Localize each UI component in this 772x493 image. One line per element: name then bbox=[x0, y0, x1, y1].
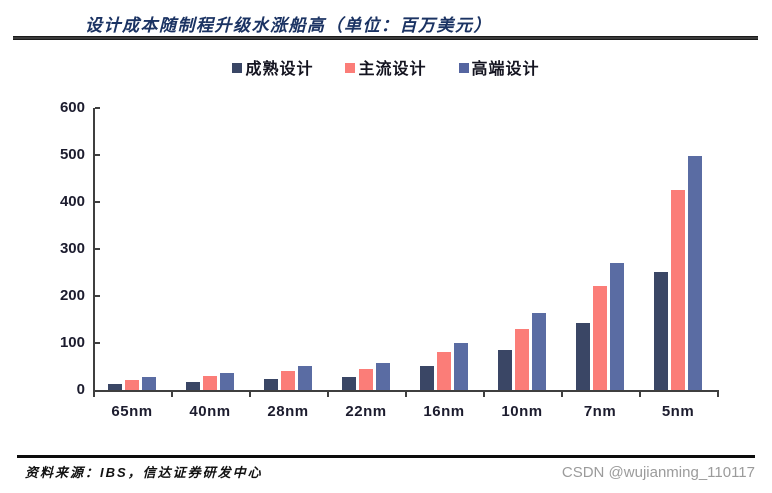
y-axis-line bbox=[93, 108, 95, 392]
x-axis-tick bbox=[717, 392, 719, 397]
x-axis-label-7nm: 7nm bbox=[583, 403, 617, 420]
bar-22nm-mainstream bbox=[359, 369, 373, 390]
x-axis-tick bbox=[483, 392, 485, 397]
y-axis-tick-label: 0 bbox=[76, 381, 85, 398]
y-axis-tick-label: 300 bbox=[59, 240, 85, 257]
bar-5nm-mainstream bbox=[671, 190, 685, 390]
title-underline bbox=[13, 36, 758, 40]
bar-22nm-mature bbox=[342, 377, 356, 390]
x-axis-tick bbox=[327, 392, 329, 397]
y-axis-tick bbox=[95, 295, 100, 297]
x-axis-line bbox=[93, 390, 719, 392]
bar-5nm-mature bbox=[654, 272, 668, 390]
bar-65nm-highend bbox=[142, 377, 156, 390]
data-source-note: 资料来源：IBS，信达证券研发中心 bbox=[25, 465, 263, 480]
bar-22nm-highend bbox=[376, 363, 390, 390]
bar-40nm-mainstream bbox=[203, 376, 217, 390]
bar-16nm-mature bbox=[420, 366, 434, 390]
y-axis-tick bbox=[95, 342, 100, 344]
bar-28nm-mainstream bbox=[281, 371, 295, 390]
bar-28nm-highend bbox=[298, 366, 312, 390]
x-axis-label-5nm: 5nm bbox=[661, 403, 695, 420]
bar-10nm-mature bbox=[498, 350, 512, 390]
x-axis-label-16nm: 16nm bbox=[423, 403, 465, 420]
chart-title: 设计成本随制程升级水涨船高（单位：百万美元） bbox=[85, 16, 492, 35]
legend-swatch-mature bbox=[232, 63, 243, 73]
csdn-watermark: CSDN @wujianming_110117 bbox=[561, 464, 755, 481]
footer-rule bbox=[17, 455, 755, 458]
y-axis-tick bbox=[95, 107, 100, 109]
y-axis-tick bbox=[95, 248, 100, 250]
x-axis-tick bbox=[561, 392, 563, 397]
bar-65nm-mature bbox=[108, 384, 122, 390]
bar-5nm-highend bbox=[688, 156, 702, 390]
legend-item-mature: 成熟设计 bbox=[232, 61, 313, 79]
y-axis-tick-label: 400 bbox=[59, 193, 85, 210]
bar-65nm-mainstream bbox=[125, 380, 139, 390]
x-axis-label-65nm: 65nm bbox=[111, 403, 153, 420]
y-axis-tick-label: 600 bbox=[59, 99, 85, 116]
y-axis-tick bbox=[95, 154, 100, 156]
legend-label-highend: 高端设计 bbox=[471, 61, 540, 78]
x-axis-label-28nm: 28nm bbox=[267, 403, 309, 420]
bar-16nm-mainstream bbox=[437, 352, 451, 390]
x-axis-label-22nm: 22nm bbox=[345, 403, 387, 420]
x-axis-label-40nm: 40nm bbox=[189, 403, 231, 420]
bar-40nm-highend bbox=[220, 373, 234, 390]
legend: 成熟设计 主流设计 高端设计 bbox=[0, 61, 772, 79]
bar-10nm-highend bbox=[532, 313, 546, 390]
x-axis-tick bbox=[93, 392, 95, 397]
x-axis-tick bbox=[249, 392, 251, 397]
bar-16nm-highend bbox=[454, 343, 468, 390]
legend-swatch-highend bbox=[458, 63, 469, 73]
x-axis-tick bbox=[171, 392, 173, 397]
legend-label-mainstream: 主流设计 bbox=[358, 61, 427, 78]
legend-label-mature: 成熟设计 bbox=[245, 61, 314, 78]
y-axis-tick-label: 200 bbox=[59, 287, 85, 304]
bar-7nm-mainstream bbox=[593, 286, 607, 390]
bar-7nm-mature bbox=[576, 323, 590, 390]
legend-swatch-mainstream bbox=[345, 63, 356, 73]
x-axis-tick bbox=[639, 392, 641, 397]
x-axis-label-10nm: 10nm bbox=[501, 403, 543, 420]
bar-7nm-highend bbox=[610, 263, 624, 390]
y-axis-tick-label: 100 bbox=[59, 334, 85, 351]
bar-40nm-mature bbox=[186, 382, 200, 390]
legend-item-highend: 高端设计 bbox=[458, 61, 540, 79]
y-axis-tick bbox=[95, 201, 100, 203]
bar-28nm-mature bbox=[264, 379, 278, 390]
bar-10nm-mainstream bbox=[515, 329, 529, 390]
legend-item-mainstream: 主流设计 bbox=[345, 61, 426, 79]
x-axis-tick bbox=[405, 392, 407, 397]
y-axis-tick-label: 500 bbox=[59, 146, 85, 163]
